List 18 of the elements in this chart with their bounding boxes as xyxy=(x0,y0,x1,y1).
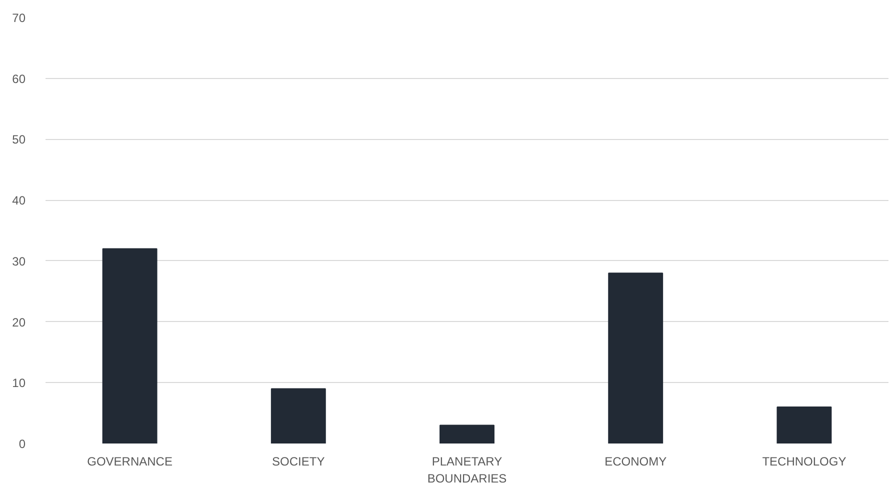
y-tick-label: 40 xyxy=(12,194,26,208)
y-tick-label: 60 xyxy=(12,72,26,86)
x-tick-label: ECONOMY xyxy=(604,454,667,468)
y-tick-label: 0 xyxy=(18,437,26,451)
bar xyxy=(102,248,158,444)
y-tick-label: 70 xyxy=(12,11,26,25)
y-tick-label: 20 xyxy=(12,315,26,330)
y-tick-label: 10 xyxy=(12,376,26,390)
x-tick-label: TECHNOLOGY xyxy=(762,454,846,468)
bar xyxy=(270,388,326,444)
bar xyxy=(608,272,664,444)
x-tick-label: SOCIETY xyxy=(272,454,325,468)
bar xyxy=(440,424,494,444)
x-tick-label: PLANETARY BOUNDARIES xyxy=(427,454,507,486)
bar xyxy=(776,406,832,444)
y-tick-label: 30 xyxy=(12,254,26,268)
x-tick-label: GOVERNANCE xyxy=(87,454,172,468)
y-tick-label: 50 xyxy=(12,132,26,147)
